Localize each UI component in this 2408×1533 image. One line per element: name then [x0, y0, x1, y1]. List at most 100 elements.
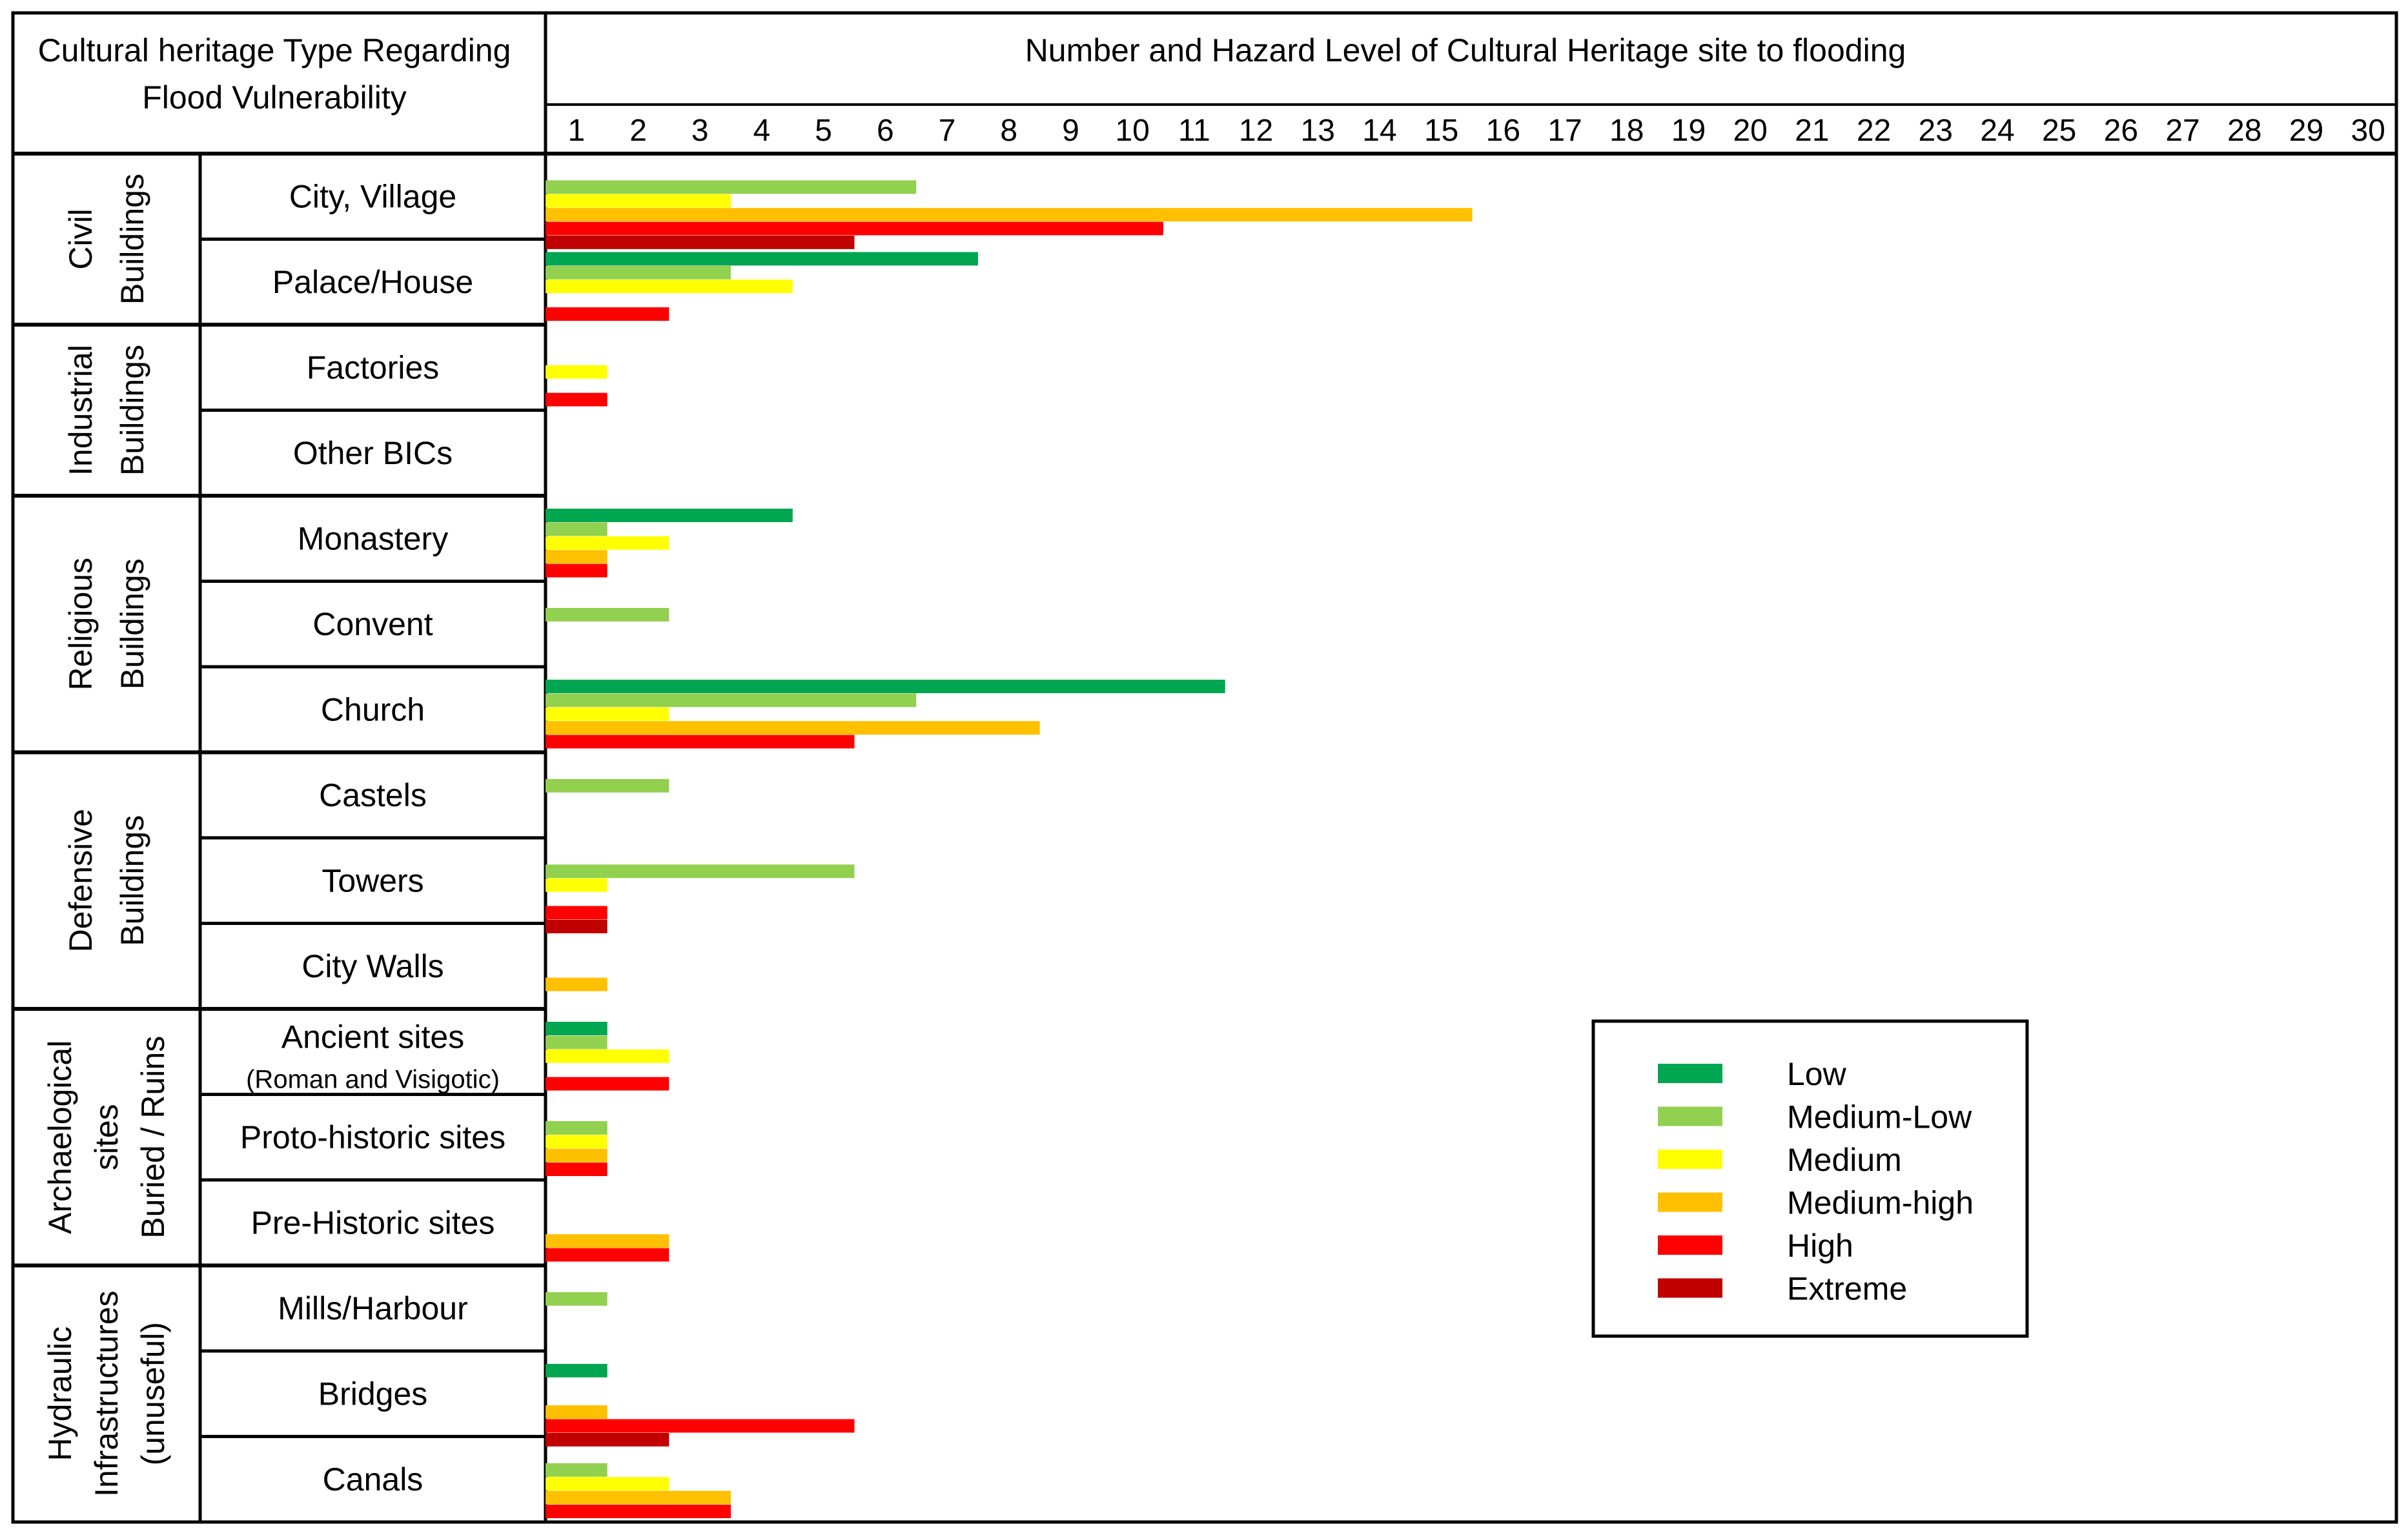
- legend-label: Extreme: [1787, 1271, 1907, 1307]
- category-sublabel: (Roman and Visigotic): [246, 1065, 500, 1093]
- legend-swatch: [1658, 1235, 1722, 1255]
- x-tick-label: 3: [691, 114, 709, 148]
- legend-label: Medium-Low: [1787, 1099, 1972, 1135]
- x-tick-label: 13: [1301, 114, 1335, 148]
- bar-medium-high: [546, 977, 607, 991]
- x-tick-label: 21: [1795, 114, 1829, 148]
- group-label: Infrastructures: [88, 1290, 125, 1497]
- bar-high: [546, 1419, 855, 1433]
- x-tick-label: 6: [877, 114, 894, 148]
- x-tick-label: 5: [815, 114, 832, 148]
- x-tick-label: 14: [1362, 114, 1396, 148]
- bar-medium-low: [546, 778, 669, 793]
- bar-medium: [546, 279, 793, 294]
- bar-high: [546, 221, 1163, 236]
- group-label: Archaelogical: [42, 1041, 78, 1234]
- bar-medium: [546, 1135, 607, 1149]
- group-label: Buildings: [114, 558, 150, 689]
- category-label: Factories: [307, 349, 440, 385]
- bar-low: [546, 1022, 607, 1035]
- bar-medium-high: [546, 1490, 731, 1505]
- group-label: sites: [88, 1104, 125, 1170]
- x-tick-label: 29: [2289, 114, 2323, 148]
- legend-swatch: [1658, 1150, 1722, 1169]
- bar-medium-high: [546, 1148, 607, 1162]
- x-tick-label: 17: [1547, 114, 1582, 148]
- x-tick-label: 11: [1178, 114, 1210, 148]
- bar-high: [546, 906, 607, 920]
- x-tick-label: 25: [2042, 114, 2076, 148]
- x-tick-label: 10: [1115, 114, 1149, 148]
- bar-high: [546, 563, 607, 578]
- bar-medium: [546, 536, 669, 550]
- bar-medium-low: [546, 693, 917, 707]
- x-tick-label: 30: [2351, 114, 2385, 148]
- x-tick-label: 18: [1609, 114, 1644, 148]
- bar-low: [546, 1364, 607, 1377]
- x-tick-label: 12: [1239, 114, 1273, 148]
- x-tick-label: 27: [2165, 114, 2199, 148]
- x-tick-label: 9: [1062, 114, 1079, 148]
- x-tick-label: 19: [1671, 114, 1706, 148]
- bar-medium-high: [546, 208, 1473, 222]
- x-tick-label: 8: [1000, 114, 1017, 148]
- bar-medium-low: [546, 522, 607, 536]
- group-label: Buildings: [114, 174, 150, 305]
- chart-title: Number and Hazard Level of Cultural Heri…: [1025, 32, 1906, 68]
- bar-medium-low: [546, 1292, 607, 1306]
- header-left-line2: Flood Vulnerability: [142, 79, 406, 116]
- bar-medium-low: [546, 180, 917, 194]
- legend-label: High: [1787, 1228, 1853, 1264]
- category-label: Mills/Harbour: [278, 1290, 468, 1326]
- bar-high: [546, 392, 607, 407]
- bar-medium: [546, 878, 607, 892]
- x-tick-label: 22: [1857, 114, 1891, 148]
- x-tick-label: 28: [2227, 114, 2261, 148]
- category-label: City Walls: [301, 948, 444, 984]
- x-tick-label: 7: [939, 114, 956, 148]
- bar-low: [546, 680, 1225, 693]
- group-label: Buildings: [114, 815, 150, 946]
- category-label: Church: [321, 691, 425, 727]
- category-label: Proto-historic sites: [240, 1119, 505, 1155]
- bar-medium: [546, 1477, 669, 1491]
- group-label: Civil: [63, 208, 99, 269]
- bar-medium-high: [546, 550, 607, 564]
- bar-medium: [546, 365, 607, 379]
- bar-high: [546, 307, 669, 321]
- x-tick-label: 16: [1486, 114, 1520, 148]
- bar-medium-low: [546, 1463, 607, 1477]
- legend-label: Medium: [1787, 1142, 1902, 1178]
- x-tick-label: 26: [2104, 114, 2138, 148]
- category-label: Monastery: [298, 520, 448, 556]
- bar-medium-low: [546, 607, 669, 622]
- x-tick-label: 15: [1424, 114, 1458, 148]
- category-label: Ancient sites: [281, 1019, 464, 1055]
- category-label: City, Village: [289, 178, 456, 214]
- category-label: Pre-Historic sites: [251, 1204, 495, 1241]
- legend-swatch: [1658, 1106, 1722, 1126]
- group-label: Buildings: [114, 345, 150, 476]
- bar-extreme: [546, 236, 855, 249]
- group-label: Buried / Ruins: [135, 1036, 171, 1239]
- x-tick-label: 2: [629, 114, 647, 148]
- group-label: Industrial: [63, 345, 99, 476]
- bar-high: [546, 1077, 669, 1091]
- category-label: Convent: [312, 606, 433, 642]
- outer-frame: [11, 11, 2398, 1524]
- legend-swatch: [1658, 1278, 1722, 1298]
- x-tick-label: 20: [1733, 114, 1767, 148]
- group-label: Hydraulic: [42, 1326, 78, 1461]
- category-label: Canals: [323, 1461, 423, 1497]
- bar-medium-high: [546, 721, 1040, 735]
- category-label: Palace/House: [272, 264, 473, 300]
- bar-high: [546, 1162, 607, 1176]
- bar-medium-low: [546, 1035, 607, 1050]
- category-label: Castels: [319, 777, 427, 813]
- group-label: Religious: [63, 558, 99, 691]
- x-tick-label: 1: [567, 114, 585, 148]
- x-tick-label: 4: [753, 114, 771, 148]
- header-left-line1: Cultural heritage Type Regarding: [38, 32, 511, 68]
